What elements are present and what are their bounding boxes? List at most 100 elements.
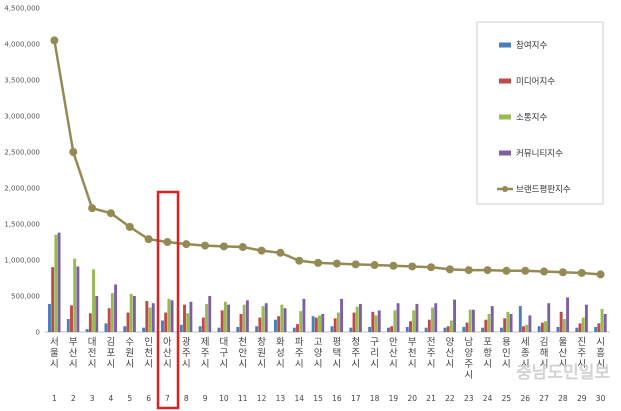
bar-3-20 <box>412 310 416 332</box>
bar-3-27 <box>544 321 547 332</box>
bar-2-21 <box>427 319 431 332</box>
bar-2-9 <box>201 317 205 332</box>
bar-2-30 <box>597 323 601 332</box>
bar-3-12 <box>261 306 265 332</box>
bar-1-28 <box>556 326 560 332</box>
x-rank-label: 20 <box>407 394 417 403</box>
brand-reputation-point-8 <box>182 240 191 249</box>
bar-2-23 <box>465 322 469 332</box>
y-tick-label: 3,500,000 <box>4 77 40 85</box>
bar-1-17 <box>349 327 353 332</box>
y-tick-label: 0 <box>36 329 40 337</box>
bar-3-10 <box>223 301 227 332</box>
bar-3-14 <box>299 311 303 332</box>
brand-reputation-point-11 <box>238 243 247 252</box>
bar-4-22 <box>453 299 457 332</box>
bar-1-22 <box>443 327 447 332</box>
bar-1-5 <box>123 326 127 332</box>
y-tick-label: 3,000,000 <box>4 113 40 121</box>
x-rank-label: 26 <box>520 394 530 403</box>
bar-2-18 <box>371 311 375 332</box>
bar-1-2 <box>66 319 70 332</box>
bar-1-11 <box>236 326 240 332</box>
bar-3-1 <box>54 234 58 332</box>
brand-reputation-point-27 <box>540 267 549 276</box>
bar-3-13 <box>280 304 284 332</box>
brand-reputation-point-2 <box>69 148 78 156</box>
brand-reputation-point-22 <box>445 265 454 274</box>
x-rank-label: 27 <box>539 394 549 403</box>
bar-3-15 <box>318 315 321 332</box>
legend-label-1: 참여지수 <box>516 40 547 51</box>
brand-reputation-point-7 <box>163 238 172 246</box>
bar-3-6 <box>148 307 152 332</box>
x-rank-label: 19 <box>389 394 399 403</box>
bar-4-26 <box>528 315 532 332</box>
bar-1-15 <box>311 316 315 332</box>
brand-reputation-point-15 <box>314 258 323 267</box>
bar-2-22 <box>446 326 450 332</box>
legend-label-4: 커뮤니티지수 <box>516 148 563 159</box>
legend-line-marker <box>502 186 508 192</box>
bar-3-9 <box>205 303 208 332</box>
brand-reputation-point-26 <box>521 266 530 275</box>
bar-4-6 <box>151 303 155 332</box>
x-rank-label: 25 <box>502 394 512 403</box>
x-rank-label: 16 <box>332 394 342 403</box>
x-rank-label: 7 <box>165 394 170 403</box>
x-rank-label: 2 <box>71 394 76 403</box>
bar-4-2 <box>76 266 80 332</box>
bar-3-3 <box>92 269 95 332</box>
brand-reputation-point-12 <box>257 246 266 255</box>
x-rank-label: 11 <box>238 394 248 403</box>
x-rank-label: 13 <box>276 394 286 403</box>
bar-4-10 <box>227 304 231 332</box>
bar-2-13 <box>277 316 281 332</box>
bar-2-4 <box>107 308 111 332</box>
x-rank-label: 22 <box>445 394 455 403</box>
brand-reputation-point-18 <box>370 261 379 270</box>
bar-2-10 <box>220 310 224 332</box>
bar-1-24 <box>481 327 485 332</box>
bar-2-12 <box>258 317 262 332</box>
x-rank-label: 3 <box>90 394 95 403</box>
bar-2-17 <box>352 312 356 332</box>
x-rank-label: 14 <box>294 394 304 403</box>
bar-1-25 <box>500 327 503 332</box>
y-tick-label: 4,500,000 <box>4 5 40 13</box>
y-tick-label: 2,500,000 <box>4 149 40 157</box>
legend-swatch-3 <box>499 114 511 120</box>
legend-label-3: 소통지수 <box>516 113 547 123</box>
bar-1-21 <box>424 327 428 332</box>
bar-2-26 <box>522 326 525 332</box>
brand-reputation-point-24 <box>483 266 492 275</box>
bar-2-14 <box>296 324 299 332</box>
bar-3-4 <box>110 293 114 332</box>
bar-3-5 <box>129 293 133 332</box>
bar-4-19 <box>396 303 400 332</box>
bar-2-28 <box>559 311 563 332</box>
brand-reputation-point-25 <box>502 266 511 275</box>
bar-4-7 <box>170 300 174 332</box>
bar-1-7 <box>161 320 164 332</box>
bar-2-15 <box>314 317 318 332</box>
x-rank-label: 12 <box>257 394 267 403</box>
brand-reputation-point-4 <box>106 209 115 218</box>
bar-4-25 <box>509 314 513 332</box>
x-rank-label: 8 <box>184 394 189 403</box>
bar-4-13 <box>283 308 287 332</box>
x-rank-label: 15 <box>313 394 323 403</box>
line-series-group <box>50 36 605 279</box>
bar-3-21 <box>431 307 434 332</box>
